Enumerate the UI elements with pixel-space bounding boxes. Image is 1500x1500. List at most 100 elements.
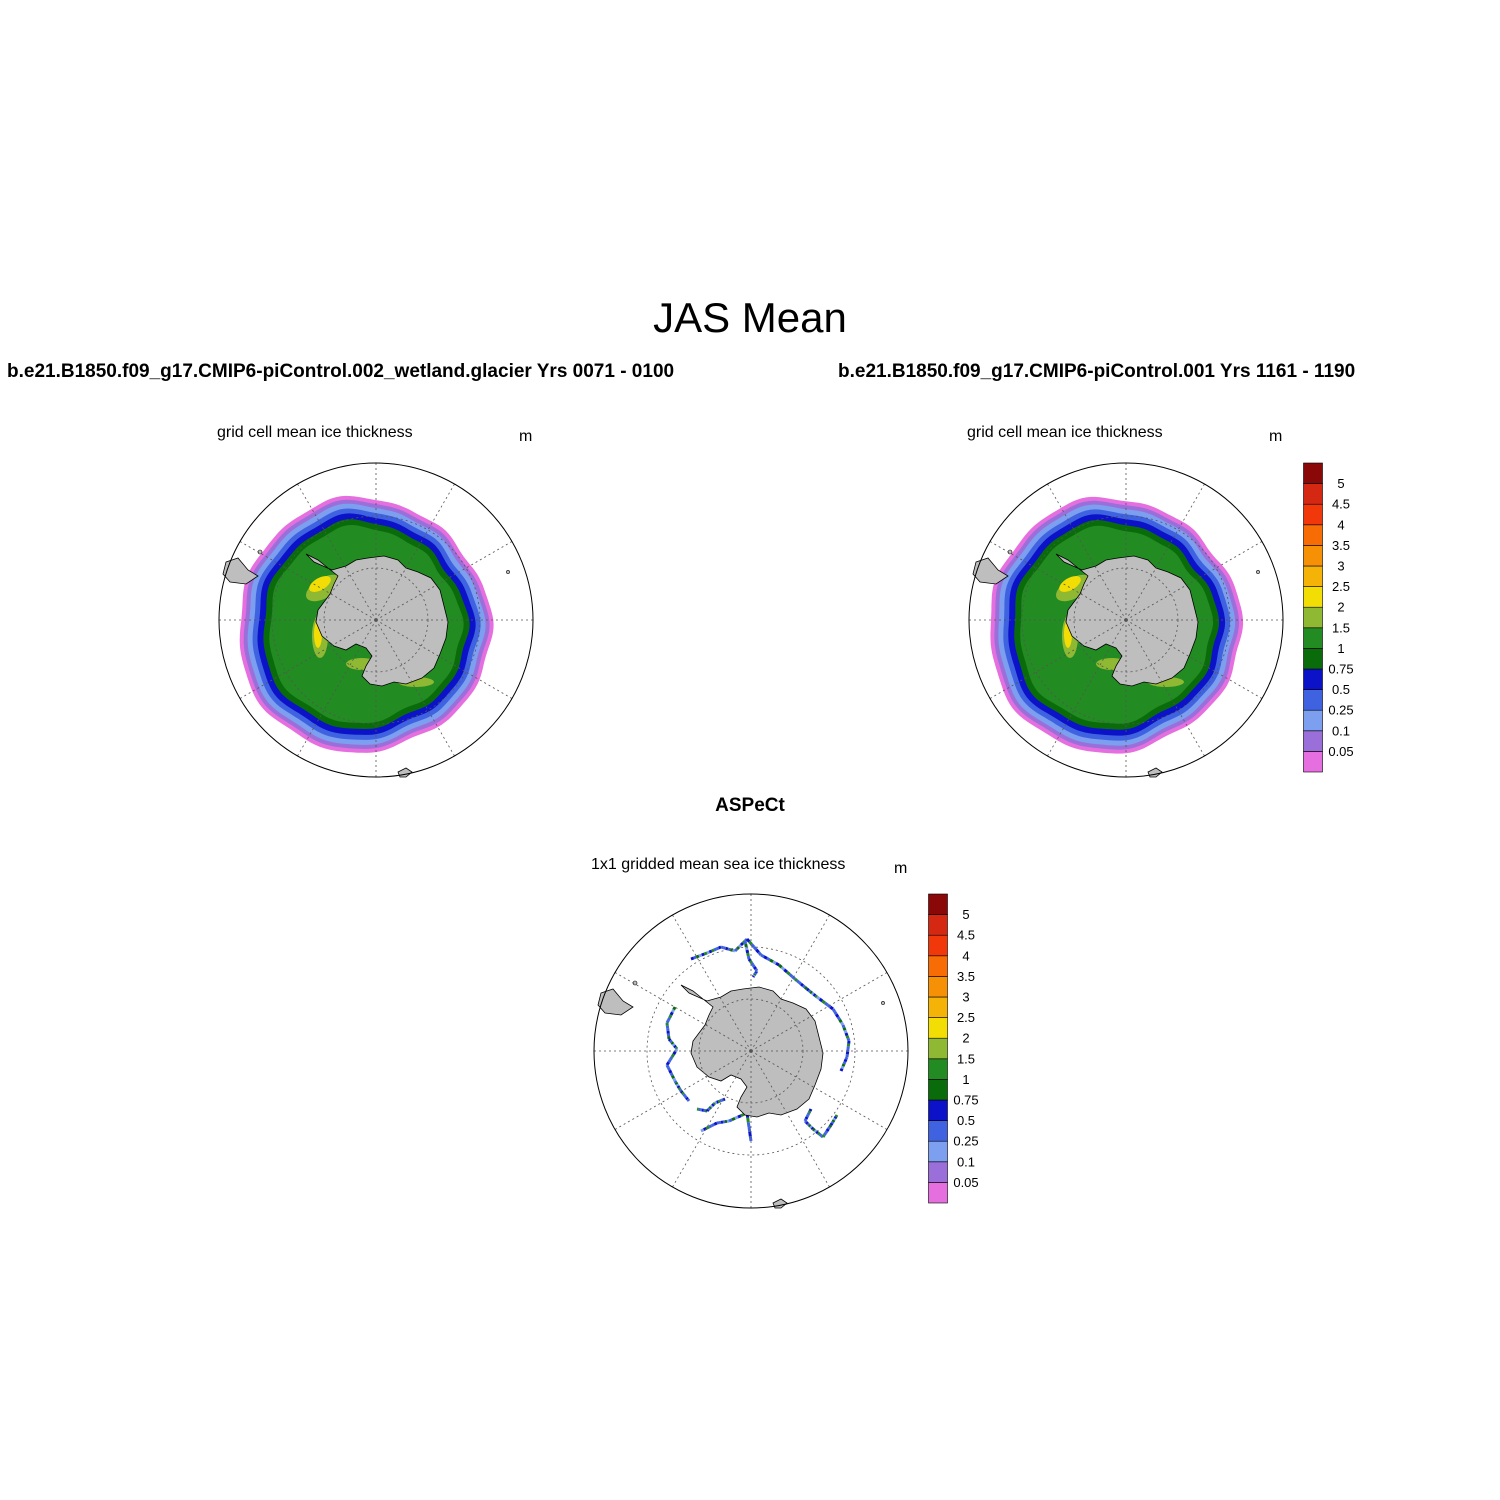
colorbar-tick-label: 3.5 [1332, 538, 1350, 553]
observation-track-segment [667, 1058, 672, 1064]
observation-track-segment [752, 946, 758, 951]
antarctica-landmass [597, 980, 885, 1209]
observation-track-segment [806, 1122, 811, 1127]
observation-track-segment [683, 1095, 688, 1099]
south-america-landmass [597, 988, 634, 1016]
observation-track-segment [753, 973, 757, 976]
meridian-line [239, 619, 377, 699]
map-aspect-observations [593, 893, 909, 1209]
map-boundary [593, 893, 909, 1209]
observation-track-segment [752, 974, 756, 977]
colorbar-bottom: 0.05 0.1 0.25 0.5 0.75 1 1.5 2 2.5 3 3.5 4 4.5 5 [928, 893, 979, 1204]
observation-track-segment [833, 1010, 838, 1016]
observation-track-segment [812, 1127, 816, 1132]
colorbar-swatch [928, 1079, 948, 1101]
observation-track-segment [780, 966, 786, 971]
observation-track-segment [838, 1018, 843, 1024]
observation-track-segment [751, 975, 755, 978]
colorbar-tick-label: 0.1 [957, 1154, 975, 1169]
observation-track-segment [804, 1116, 809, 1120]
observation-track-segment [672, 1050, 677, 1056]
observation-track-segment [750, 962, 755, 966]
observation-track-segment [737, 1114, 742, 1119]
observation-track-segment [702, 1126, 708, 1132]
observation-track-segment [842, 1027, 847, 1031]
observation-track-segment [731, 1116, 736, 1122]
colorbar-swatch [928, 1017, 948, 1039]
observation-track-segment [712, 1101, 717, 1106]
observation-track-segment [840, 1021, 845, 1026]
observation-track-segment [843, 1029, 848, 1034]
observation-track-segment [755, 970, 759, 973]
observation-track-segment [763, 955, 768, 960]
meridian-line [1047, 619, 1127, 757]
ice-thickness-patch [1059, 576, 1081, 592]
observation-track-segment [821, 999, 826, 1005]
observation-track-segment [753, 972, 757, 975]
observation-track-segment [806, 1112, 811, 1116]
observation-track-segment [844, 1032, 849, 1037]
observation-track-segment [670, 1041, 675, 1045]
meridian-line [989, 619, 1127, 699]
colorbar-swatch [1303, 462, 1323, 484]
observation-track-segment [813, 1129, 818, 1133]
observation-track-segment [783, 968, 788, 974]
colorbar-swatch [928, 976, 948, 998]
observation-track-segment [831, 1119, 836, 1123]
observation-track-segment [711, 1103, 715, 1107]
observation-track-segment [671, 1043, 676, 1047]
map-model-run-2 [968, 462, 1284, 778]
meridian-line [375, 619, 513, 699]
observation-track-segment [821, 1134, 826, 1138]
observation-track-segment [746, 1122, 751, 1128]
panel-3-units: m [894, 860, 908, 877]
observation-track-segment [794, 977, 798, 982]
observation-track-segment [713, 1121, 718, 1126]
colorbar-tick-label: 1.5 [1332, 620, 1350, 635]
observation-track-segment [811, 991, 815, 996]
observation-track-segment [818, 1133, 823, 1137]
colorbar-tick-label: 1 [1337, 641, 1344, 656]
observation-track-segment [666, 1016, 672, 1022]
observation-track-segment [800, 982, 804, 987]
observation-track-segment [772, 960, 777, 965]
observation-track-segment [749, 960, 753, 964]
colorbar-swatch [1303, 668, 1323, 690]
observation-track-segment [834, 1114, 839, 1118]
meridian-line [614, 972, 752, 1052]
colorbar-swatch [928, 1161, 948, 1183]
observation-track-segment [812, 993, 817, 997]
observation-track-segment [746, 955, 751, 960]
observation-track-segment [708, 949, 713, 954]
observation-track-segment [743, 940, 748, 945]
observation-track-segment [748, 1136, 753, 1142]
meridian-line [672, 1050, 752, 1188]
colorbar-swatch [1303, 627, 1323, 649]
observation-track-segment [746, 1117, 750, 1123]
observation-track-segment [830, 1120, 835, 1125]
observation-track-segment [828, 1124, 833, 1128]
observation-track-segment [667, 1038, 672, 1042]
observation-track-segment [707, 1107, 711, 1111]
observation-track-segment [755, 948, 760, 954]
map-boundary [218, 462, 534, 778]
colorbar-tick-label: 0.5 [1332, 682, 1350, 697]
ship-observation-tracks [665, 937, 851, 1142]
observation-track-segment [669, 1039, 673, 1044]
observation-track-segment [739, 941, 745, 947]
colorbar-tick-label: 1.5 [957, 1051, 975, 1066]
observation-track-segment [754, 968, 759, 972]
observation-track-segment [678, 1088, 683, 1092]
observation-track-segment [836, 1016, 841, 1021]
observation-track-segment [810, 1126, 815, 1131]
observation-track-segment [805, 1121, 809, 1125]
new-zealand-landmass [1147, 767, 1163, 778]
observation-track-segment [809, 990, 813, 995]
meridian-line [989, 541, 1127, 621]
observation-track-segment [747, 958, 752, 962]
colorbar-swatch [1303, 730, 1323, 752]
observation-track-segment [835, 1013, 840, 1018]
observation-track-segment [757, 951, 763, 956]
lat-lon-gridlines [219, 463, 533, 777]
meridian-line [750, 1050, 888, 1130]
